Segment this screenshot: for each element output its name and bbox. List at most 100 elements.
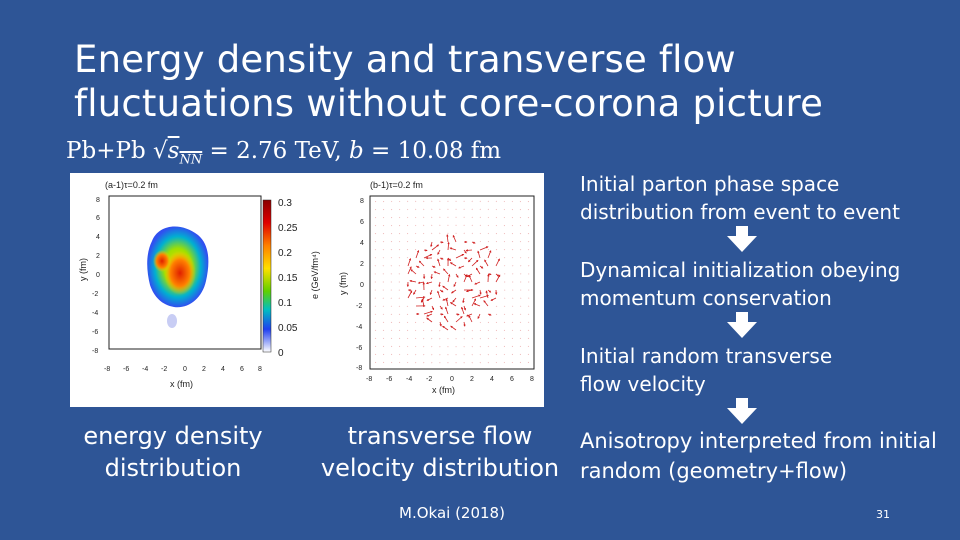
velocity-vector bbox=[413, 289, 417, 295]
velocity-vector bbox=[479, 232, 481, 235]
right-y-axis-label: y (fm) bbox=[338, 272, 348, 295]
velocity-vector bbox=[443, 268, 449, 275]
velocity-vector bbox=[495, 329, 498, 332]
left-y-tick: -4 bbox=[92, 310, 98, 317]
velocity-vector bbox=[415, 216, 417, 219]
velocity-vector bbox=[511, 200, 513, 203]
step-1-line-2: distribution from event to event bbox=[580, 200, 900, 224]
velocity-vector bbox=[398, 241, 401, 243]
velocity-vector bbox=[449, 262, 457, 267]
impact-parameter-value: = 10.08 fm bbox=[371, 138, 502, 164]
velocity-vector bbox=[415, 224, 417, 227]
velocity-vector bbox=[503, 200, 505, 203]
velocity-vector bbox=[442, 285, 449, 291]
collision-energy: = 2.76 TeV, bbox=[209, 138, 342, 164]
velocity-vector bbox=[398, 345, 401, 348]
velocity-vector bbox=[527, 329, 530, 331]
velocity-vector bbox=[407, 361, 409, 364]
velocity-vector bbox=[495, 240, 498, 243]
velocity-vector bbox=[487, 313, 492, 316]
velocity-vector-field bbox=[374, 200, 530, 364]
velocity-vector bbox=[495, 305, 498, 307]
velocity-vector bbox=[374, 233, 377, 235]
right-y-tick: 4 bbox=[360, 240, 364, 247]
velocity-vector bbox=[399, 208, 401, 211]
velocity-vector bbox=[519, 233, 522, 235]
energy-density-caption-line-2: distribution bbox=[104, 454, 242, 482]
velocity-vector bbox=[407, 290, 413, 299]
velocity-vector bbox=[527, 249, 530, 251]
velocity-vector bbox=[382, 200, 385, 203]
velocity-vector bbox=[407, 345, 409, 348]
velocity-vector bbox=[519, 313, 522, 315]
velocity-vector bbox=[479, 321, 481, 324]
right-x-tick: 4 bbox=[490, 376, 494, 383]
energy-density-caption-line-1: energy density bbox=[83, 422, 263, 450]
velocity-vector bbox=[519, 224, 522, 227]
velocity-vector bbox=[399, 216, 401, 219]
velocity-vector bbox=[503, 305, 506, 307]
step-1: Initial parton phase space distribution … bbox=[580, 170, 900, 226]
velocity-vector bbox=[398, 313, 401, 315]
velocity-vector bbox=[415, 208, 417, 211]
velocity-vector bbox=[374, 345, 377, 348]
velocity-vector bbox=[527, 313, 530, 315]
velocity-vector bbox=[527, 200, 530, 203]
velocity-vector bbox=[374, 353, 377, 356]
velocity-vector bbox=[374, 321, 377, 323]
velocity-vector bbox=[471, 329, 473, 332]
velocity-vector bbox=[503, 313, 506, 315]
velocity-vector bbox=[407, 224, 409, 227]
velocity-vector bbox=[398, 337, 401, 340]
velocity-vector bbox=[503, 321, 506, 323]
velocity-vector bbox=[527, 321, 530, 323]
velocity-vector bbox=[382, 345, 385, 348]
velocity-vector bbox=[443, 315, 449, 323]
step-3-line-1: Initial random transverse bbox=[580, 344, 833, 368]
velocity-vector bbox=[473, 303, 481, 307]
left-x-tick: 0 bbox=[183, 366, 187, 373]
step-2-line-1: Dynamical initialization obeying bbox=[580, 258, 901, 282]
velocity-vector bbox=[503, 224, 506, 227]
velocity-vector bbox=[382, 361, 385, 364]
velocity-vector bbox=[415, 200, 417, 203]
left-x-tick: 2 bbox=[202, 366, 206, 373]
velocity-vector bbox=[495, 224, 497, 227]
velocity-vector bbox=[511, 224, 514, 227]
velocity-vector bbox=[503, 208, 505, 211]
right-x-tick: 8 bbox=[530, 376, 534, 383]
velocity-vector bbox=[479, 337, 481, 340]
velocity-vector bbox=[495, 353, 497, 356]
velocity-vector bbox=[418, 260, 425, 267]
left-y-axis-label: y (fm) bbox=[78, 258, 88, 281]
velocity-vector bbox=[519, 361, 522, 364]
velocity-vector bbox=[409, 279, 417, 283]
velocity-vector bbox=[382, 313, 385, 315]
velocity-vector bbox=[449, 302, 457, 307]
right-y-tick: -8 bbox=[356, 365, 362, 372]
right-x-tick: 6 bbox=[510, 376, 514, 383]
velocity-vector bbox=[474, 281, 481, 285]
left-x-ticks: -8 -6 -4 -2 0 2 4 6 8 bbox=[104, 366, 262, 373]
collision-subtitle: Pb+Pb √sNN = 2.76 TeV, b = 10.08 fm bbox=[66, 138, 501, 168]
velocity-vector bbox=[487, 248, 490, 251]
velocity-vector bbox=[423, 310, 433, 315]
velocity-vector bbox=[503, 216, 505, 219]
colorbar-tick: 0 bbox=[278, 348, 284, 359]
velocity-vector bbox=[414, 248, 417, 251]
velocity-vector bbox=[453, 281, 457, 288]
velocity-vector bbox=[445, 306, 449, 315]
velocity-vector bbox=[391, 361, 393, 364]
velocity-vector bbox=[426, 317, 433, 323]
velocity-vector bbox=[390, 337, 393, 340]
velocity-vector bbox=[390, 257, 393, 259]
step-2-line-2: momentum conservation bbox=[580, 286, 832, 310]
right-y-ticks: 8 6 4 2 0 -2 -4 -6 -8 bbox=[356, 198, 364, 372]
velocity-vector bbox=[503, 345, 506, 348]
velocity-vector bbox=[527, 337, 530, 339]
velocity-vector bbox=[407, 337, 409, 340]
velocity-vector bbox=[479, 265, 484, 269]
velocity-vector bbox=[439, 305, 443, 310]
velocity-vector bbox=[390, 353, 393, 356]
velocity-vector bbox=[390, 224, 393, 227]
